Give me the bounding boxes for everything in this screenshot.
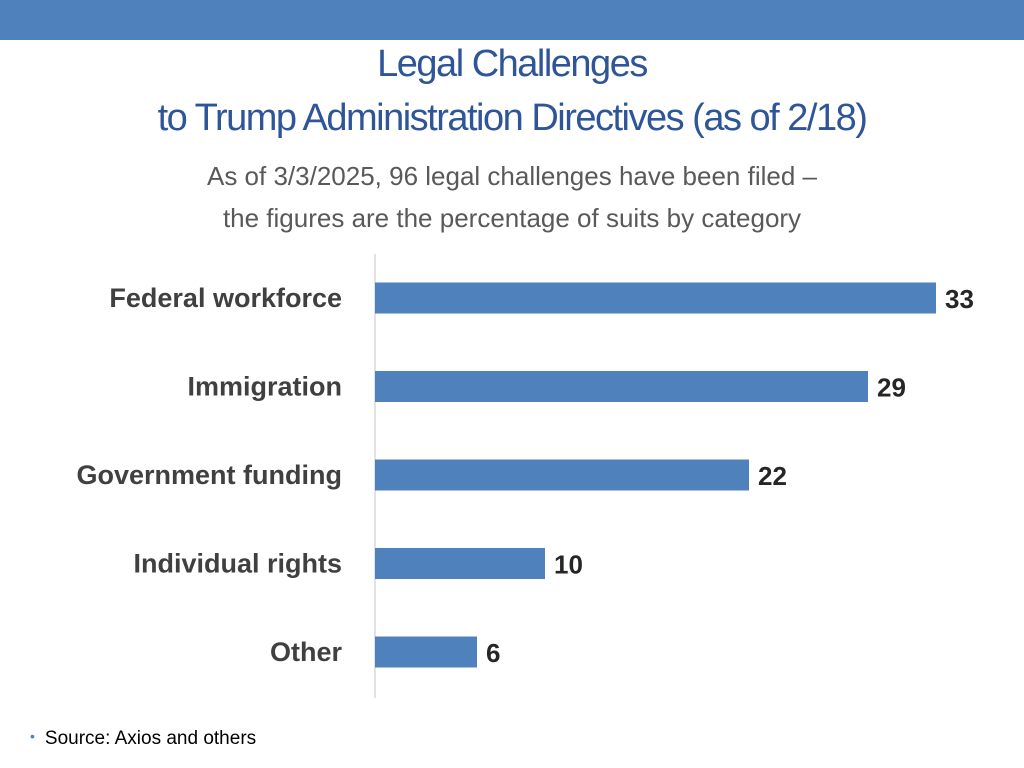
value-label-immigration: 29 [877,373,906,403]
category-label-individual-rights: Individual rights [133,549,342,579]
bar-government-funding [375,459,749,491]
bar-immigration [375,371,868,402]
category-label-federal-workforce: Federal workforce [109,283,342,313]
chart-title-line2: to Trump Administration Directives (as o… [157,97,868,139]
bar-individual-rights [375,548,545,579]
top-accent-band [0,0,1024,40]
source-footnote: • Source: Axios and others [30,728,256,750]
footnote-text: Source: Axios and others [44,728,257,749]
chart-subtitle-line2: the figures are the percentage of suits … [222,203,802,233]
bar-federal-workforce [375,282,936,314]
value-label-government-funding: 22 [758,461,787,491]
category-label-government-funding: Government funding [77,460,343,490]
category-label-immigration: Immigration [187,372,342,402]
bar-chart: Federal workforce 33 Immigration 29 Governme… [77,254,974,698]
category-label-other: Other [270,637,343,667]
chart-subtitle-line1: As of 3/3/2025, 96 legal challenges have… [206,161,817,191]
value-label-other: 6 [486,638,500,668]
value-label-individual-rights: 10 [554,550,583,580]
bar-other [375,636,477,668]
value-label-federal-workforce: 33 [945,284,974,314]
chart-title-line1: Legal Challenges [377,43,648,85]
footnote-bullet: • [30,728,35,744]
